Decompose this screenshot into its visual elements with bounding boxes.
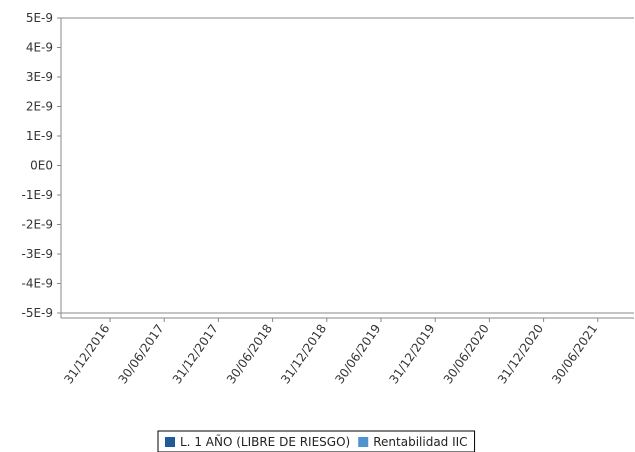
y-tick-label: -2E-9 — [21, 218, 53, 232]
y-axis: 5E-9 4E-9 3E-9 2E-9 1E-9 0E0 -1E-9 -2E-9 -3E-9 -4… — [21, 11, 62, 320]
y-tick-label: -1E-9 — [21, 188, 53, 202]
x-axis: 31/12/2016 30/06/2017 31/12/2017 30/06/2018… — [61, 317, 634, 387]
x-tick-label: 30/06/2018 — [224, 322, 275, 387]
y-tick-label: 5E-9 — [26, 11, 53, 25]
y-tick-label: 0E0 — [30, 159, 53, 173]
legend-box — [157, 430, 476, 452]
plot-area — [61, 17, 634, 314]
legend-label: L. 1 AÑO (LIBRE DE RIESGO) — [180, 434, 350, 449]
x-tick-label: 30/06/2017 — [116, 322, 167, 387]
legend: L. 1 AÑO (LIBRE DE RIESGO) Rentabilidad I… — [157, 430, 476, 452]
y-tick-label: 1E-9 — [26, 129, 53, 143]
x-tick-label: 31/12/2016 — [61, 322, 112, 387]
y-tick-label: -3E-9 — [21, 247, 53, 261]
legend-swatch — [358, 437, 369, 447]
legend-swatch — [165, 437, 175, 447]
y-tick-label: -5E-9 — [21, 306, 53, 320]
x-tick-label: 31/12/2017 — [170, 322, 221, 387]
y-tick-label: 3E-9 — [26, 70, 53, 84]
x-tick-label: 31/12/2020 — [495, 322, 546, 387]
y-tick-label: -4E-9 — [21, 277, 53, 291]
x-tick-label: 31/12/2018 — [278, 322, 329, 387]
legend-label: Rentabilidad IIC — [373, 435, 467, 449]
x-tick-label: 30/06/2020 — [441, 322, 492, 387]
x-tick-label: 31/12/2019 — [387, 322, 438, 387]
x-tick-label: 30/06/2019 — [332, 322, 383, 387]
x-tick-label: 30/06/2021 — [549, 322, 600, 387]
y-tick-label: 4E-9 — [26, 41, 53, 55]
y-tick-label: 2E-9 — [26, 100, 53, 114]
